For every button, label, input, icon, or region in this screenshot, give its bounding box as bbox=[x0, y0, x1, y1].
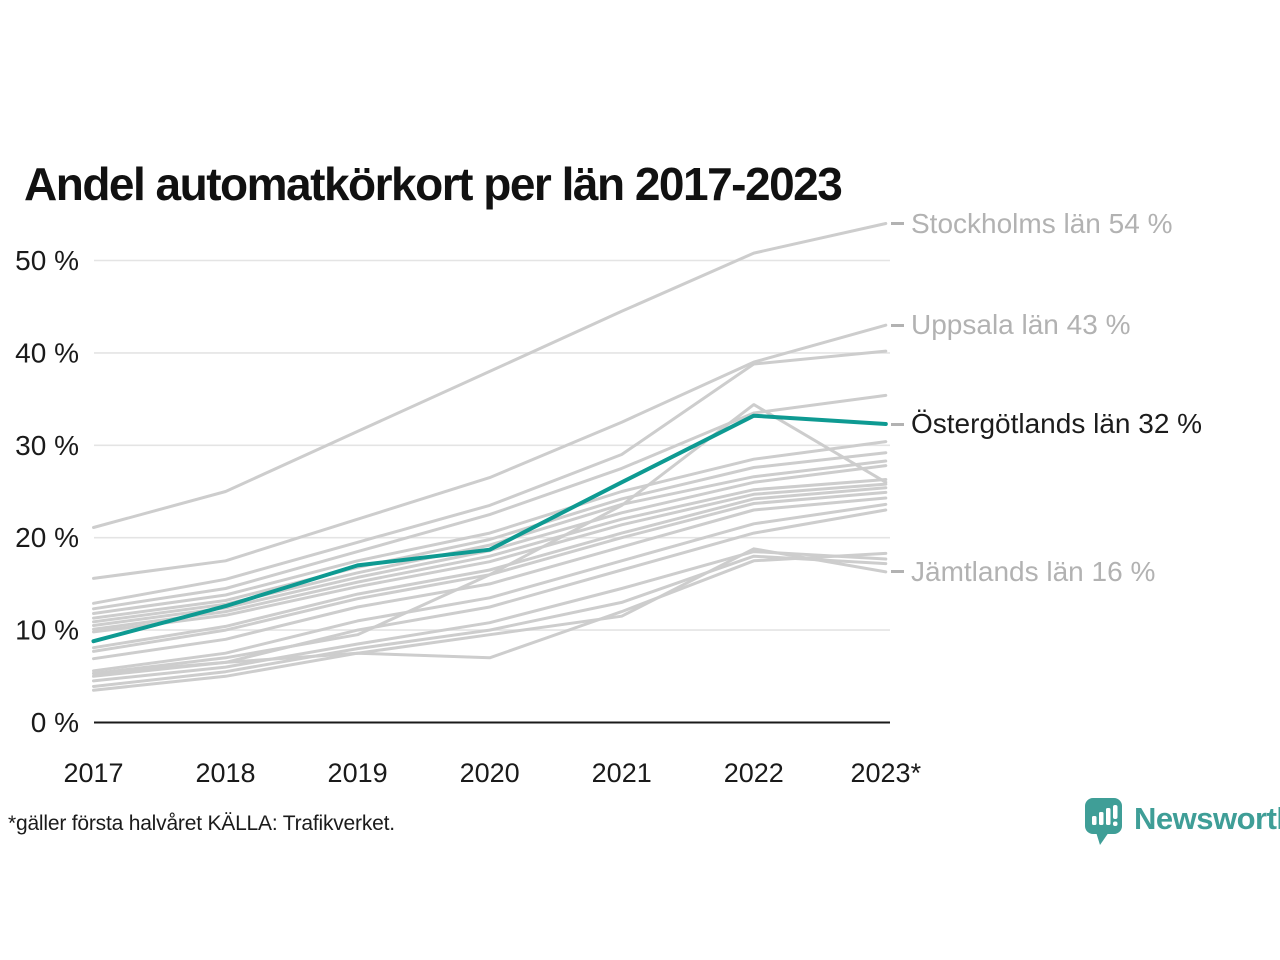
series-line bbox=[92, 502, 888, 673]
y-tick-label: 30 % bbox=[15, 430, 79, 461]
y-tick-label: 10 % bbox=[15, 615, 79, 646]
x-tick-label: 2023* bbox=[851, 758, 922, 788]
series-line bbox=[92, 478, 888, 631]
series-label-uppsala-lan: Uppsala län 43 % bbox=[891, 311, 1130, 339]
x-tick-label: 2022 bbox=[724, 758, 784, 788]
label-connector-dash bbox=[891, 222, 904, 225]
series-line bbox=[92, 551, 888, 675]
y-tick-label: 40 % bbox=[15, 337, 79, 368]
series-label-text: Stockholms län 54 % bbox=[911, 207, 1173, 239]
series-line-stockholms-l-n bbox=[92, 222, 888, 529]
x-tick-label: 2018 bbox=[196, 758, 256, 788]
series-line-j-mtlands-l-n bbox=[92, 547, 888, 692]
series-line bbox=[92, 440, 888, 615]
series-line bbox=[92, 451, 888, 620]
series-label-text: Östergötlands län 32 % bbox=[911, 408, 1203, 439]
series-line bbox=[92, 482, 888, 634]
label-connector-dash bbox=[891, 422, 904, 426]
label-connector-dash bbox=[891, 570, 904, 574]
series-label-ostergotlands-lan: Östergötlands län 32 % bbox=[891, 410, 1202, 438]
newsworthy-logo[interactable]: Newsworthy bbox=[1084, 797, 1280, 847]
chart-title: Andel automatkörkort per län 2017-2023 bbox=[24, 157, 843, 210]
series-label-text: Jämtlands län 16 % bbox=[911, 555, 1156, 587]
series-line bbox=[92, 349, 888, 605]
series-line bbox=[92, 550, 888, 683]
series-line bbox=[92, 490, 888, 653]
series-line bbox=[92, 496, 888, 661]
series-line bbox=[92, 554, 888, 688]
x-tick-label: 2017 bbox=[63, 758, 123, 788]
series-line bbox=[92, 508, 888, 678]
series-label-stockholms-lan: Stockholms län 54 % bbox=[891, 207, 1173, 239]
x-tick-label: 2021 bbox=[592, 758, 652, 788]
y-tick-label: 0 % bbox=[31, 707, 79, 738]
label-connector-dash bbox=[891, 323, 904, 327]
y-tick-label: 20 % bbox=[15, 522, 79, 553]
x-tick-label: 2020 bbox=[460, 758, 520, 788]
series-label-text: Uppsala län 43 % bbox=[911, 309, 1131, 341]
footnote: *gäller första halvåret KÄLLA: Trafikver… bbox=[8, 812, 395, 835]
series-line bbox=[92, 393, 888, 611]
series-label-jamtlands-lan: Jämtlands län 16 % bbox=[891, 555, 1156, 587]
newsworthy-logo-icon bbox=[1085, 798, 1122, 845]
y-tick-label: 50 % bbox=[15, 245, 79, 276]
newsworthy-logo-text: Newsworthy bbox=[1134, 801, 1280, 836]
series-line--sterg-tlands-l-n bbox=[91, 413, 888, 644]
series-line bbox=[92, 486, 888, 650]
series-line-uppsala-l-n bbox=[92, 323, 888, 580]
x-tick-label: 2019 bbox=[328, 758, 388, 788]
